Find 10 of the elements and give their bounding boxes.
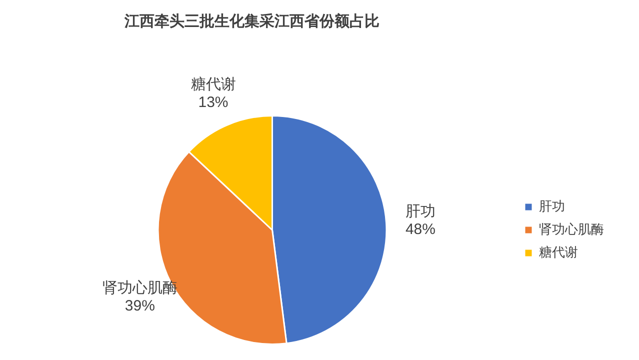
data-label: 13%	[198, 94, 228, 111]
data-label: 39%	[124, 298, 155, 315]
legend-label: 糖代谢	[539, 244, 578, 260]
data-label: 48%	[405, 220, 436, 238]
legend-label: 肝功	[539, 198, 565, 214]
slice-label: 糖代谢	[190, 76, 236, 93]
legend-label: 肾功心肌酶	[539, 222, 604, 237]
slice-label: 肝功	[405, 202, 436, 220]
slice-label: 肾功心肌酶	[102, 280, 178, 297]
chart-title: 江西牵头三批生化集采江西省份额占比	[124, 12, 380, 30]
